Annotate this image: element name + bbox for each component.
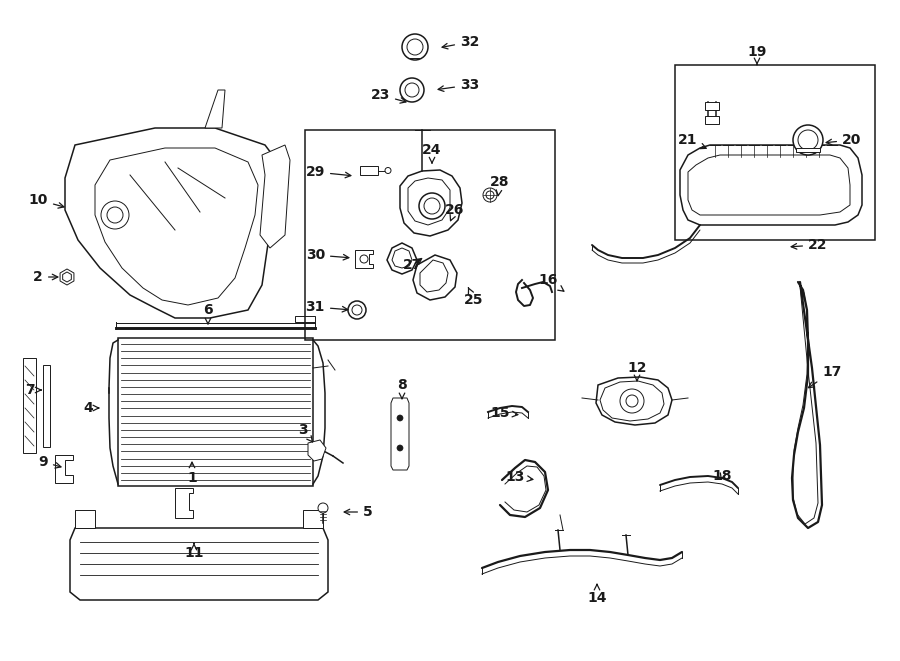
Text: 17: 17 bbox=[808, 365, 842, 387]
Text: 21: 21 bbox=[678, 133, 707, 149]
Circle shape bbox=[318, 503, 328, 513]
Text: 4: 4 bbox=[83, 401, 99, 415]
Polygon shape bbox=[705, 102, 719, 110]
Text: 19: 19 bbox=[747, 45, 767, 65]
Text: 30: 30 bbox=[306, 248, 349, 262]
Text: 2: 2 bbox=[33, 270, 58, 284]
Circle shape bbox=[419, 193, 445, 219]
Circle shape bbox=[397, 415, 403, 421]
Circle shape bbox=[793, 125, 823, 155]
Text: 14: 14 bbox=[587, 584, 607, 605]
Circle shape bbox=[405, 83, 419, 97]
Circle shape bbox=[397, 445, 403, 451]
Circle shape bbox=[620, 389, 644, 413]
Polygon shape bbox=[205, 90, 225, 128]
Polygon shape bbox=[705, 116, 719, 124]
Text: 26: 26 bbox=[446, 203, 464, 221]
Text: 12: 12 bbox=[627, 361, 647, 381]
Polygon shape bbox=[360, 166, 378, 175]
Polygon shape bbox=[70, 528, 328, 600]
Text: 13: 13 bbox=[506, 470, 533, 484]
Polygon shape bbox=[65, 128, 285, 318]
Text: 1: 1 bbox=[187, 462, 197, 485]
Circle shape bbox=[407, 39, 423, 55]
Text: 10: 10 bbox=[29, 193, 64, 208]
Text: 6: 6 bbox=[203, 303, 212, 324]
Polygon shape bbox=[63, 272, 71, 282]
Text: 5: 5 bbox=[344, 505, 373, 519]
Text: 28: 28 bbox=[491, 175, 509, 196]
Circle shape bbox=[798, 130, 818, 150]
Text: 8: 8 bbox=[397, 378, 407, 399]
Polygon shape bbox=[23, 358, 36, 453]
Polygon shape bbox=[75, 510, 95, 528]
Text: 18: 18 bbox=[713, 469, 732, 483]
Circle shape bbox=[101, 201, 129, 229]
Polygon shape bbox=[60, 269, 74, 285]
Circle shape bbox=[352, 305, 362, 315]
Polygon shape bbox=[387, 243, 417, 274]
Polygon shape bbox=[413, 255, 457, 300]
Polygon shape bbox=[400, 170, 462, 236]
Polygon shape bbox=[55, 455, 73, 483]
Text: 29: 29 bbox=[306, 165, 351, 179]
Text: 20: 20 bbox=[826, 133, 861, 147]
Polygon shape bbox=[175, 488, 193, 518]
Text: 15: 15 bbox=[491, 406, 518, 420]
Text: 27: 27 bbox=[403, 258, 423, 272]
Circle shape bbox=[360, 255, 368, 263]
Polygon shape bbox=[391, 398, 409, 470]
Text: 16: 16 bbox=[538, 273, 564, 292]
Circle shape bbox=[385, 167, 391, 173]
Text: 33: 33 bbox=[438, 78, 479, 92]
Text: 24: 24 bbox=[422, 143, 442, 163]
Polygon shape bbox=[308, 440, 326, 461]
Polygon shape bbox=[355, 250, 373, 268]
Text: 11: 11 bbox=[184, 543, 203, 560]
Circle shape bbox=[483, 188, 497, 202]
Text: 25: 25 bbox=[464, 288, 484, 307]
Text: 22: 22 bbox=[791, 238, 827, 252]
Polygon shape bbox=[43, 365, 50, 447]
Text: 7: 7 bbox=[25, 383, 41, 397]
Text: 9: 9 bbox=[39, 455, 61, 469]
Circle shape bbox=[348, 301, 366, 319]
Polygon shape bbox=[303, 510, 323, 528]
Bar bbox=[295, 316, 315, 322]
Circle shape bbox=[486, 191, 494, 199]
Circle shape bbox=[626, 395, 638, 407]
Bar bbox=[675, 65, 875, 240]
Polygon shape bbox=[796, 148, 820, 152]
Bar bbox=[118, 338, 313, 486]
Text: 23: 23 bbox=[371, 88, 406, 103]
Bar bbox=[305, 130, 555, 340]
Text: 31: 31 bbox=[306, 300, 347, 314]
Circle shape bbox=[107, 207, 123, 223]
Circle shape bbox=[400, 78, 424, 102]
Text: 32: 32 bbox=[442, 35, 480, 49]
Text: 3: 3 bbox=[298, 423, 312, 442]
Polygon shape bbox=[680, 145, 862, 225]
Circle shape bbox=[402, 34, 428, 60]
Polygon shape bbox=[260, 145, 290, 248]
Polygon shape bbox=[596, 377, 672, 425]
Circle shape bbox=[424, 198, 440, 214]
